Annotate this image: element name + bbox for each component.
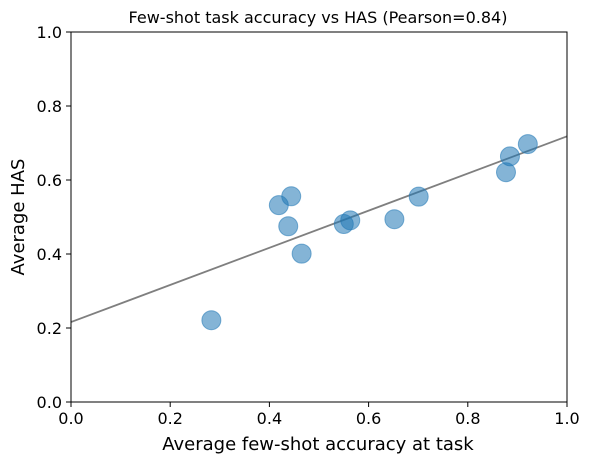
y-tick-label: 0.6 bbox=[37, 171, 62, 190]
y-tick-label: 0.4 bbox=[37, 245, 62, 264]
y-tick-label: 0.0 bbox=[37, 393, 62, 412]
scatter-point bbox=[291, 243, 312, 264]
y-tick-label: 0.2 bbox=[37, 319, 62, 338]
x-tick-label: 1.0 bbox=[554, 409, 579, 428]
axes-frame bbox=[70, 31, 568, 403]
scatter-point bbox=[408, 186, 429, 207]
scatter-point bbox=[340, 210, 361, 231]
scatter-point bbox=[384, 209, 405, 230]
x-axis-title: Average few-shot accuracy at task bbox=[162, 434, 474, 455]
fit-line bbox=[71, 135, 567, 323]
data-layer bbox=[71, 134, 567, 331]
x-tick-label: 0.4 bbox=[257, 409, 282, 428]
x-tick-label: 0.8 bbox=[455, 409, 480, 428]
scatter-point bbox=[278, 216, 299, 237]
scatter-point bbox=[499, 146, 520, 167]
chart-title: Few-shot task accuracy vs HAS (Pearson=0… bbox=[129, 8, 508, 27]
x-tick-label: 0.2 bbox=[157, 409, 182, 428]
scatter-point bbox=[281, 186, 302, 207]
x-tick-label: 0.0 bbox=[58, 409, 83, 428]
y-tick-label: 1.0 bbox=[37, 23, 62, 42]
y-tick-label: 0.8 bbox=[37, 97, 62, 116]
plot-area: 0.0 0.2 0.4 0.6 0.8 1.0 0.0 0.2 0.4 0.6 0.8 1.0 bbox=[37, 23, 580, 428]
y-axis-title: Average HAS bbox=[8, 159, 29, 276]
scatter-point bbox=[201, 310, 222, 331]
scatter-point bbox=[517, 134, 538, 155]
x-tick-label: 0.6 bbox=[356, 409, 381, 428]
